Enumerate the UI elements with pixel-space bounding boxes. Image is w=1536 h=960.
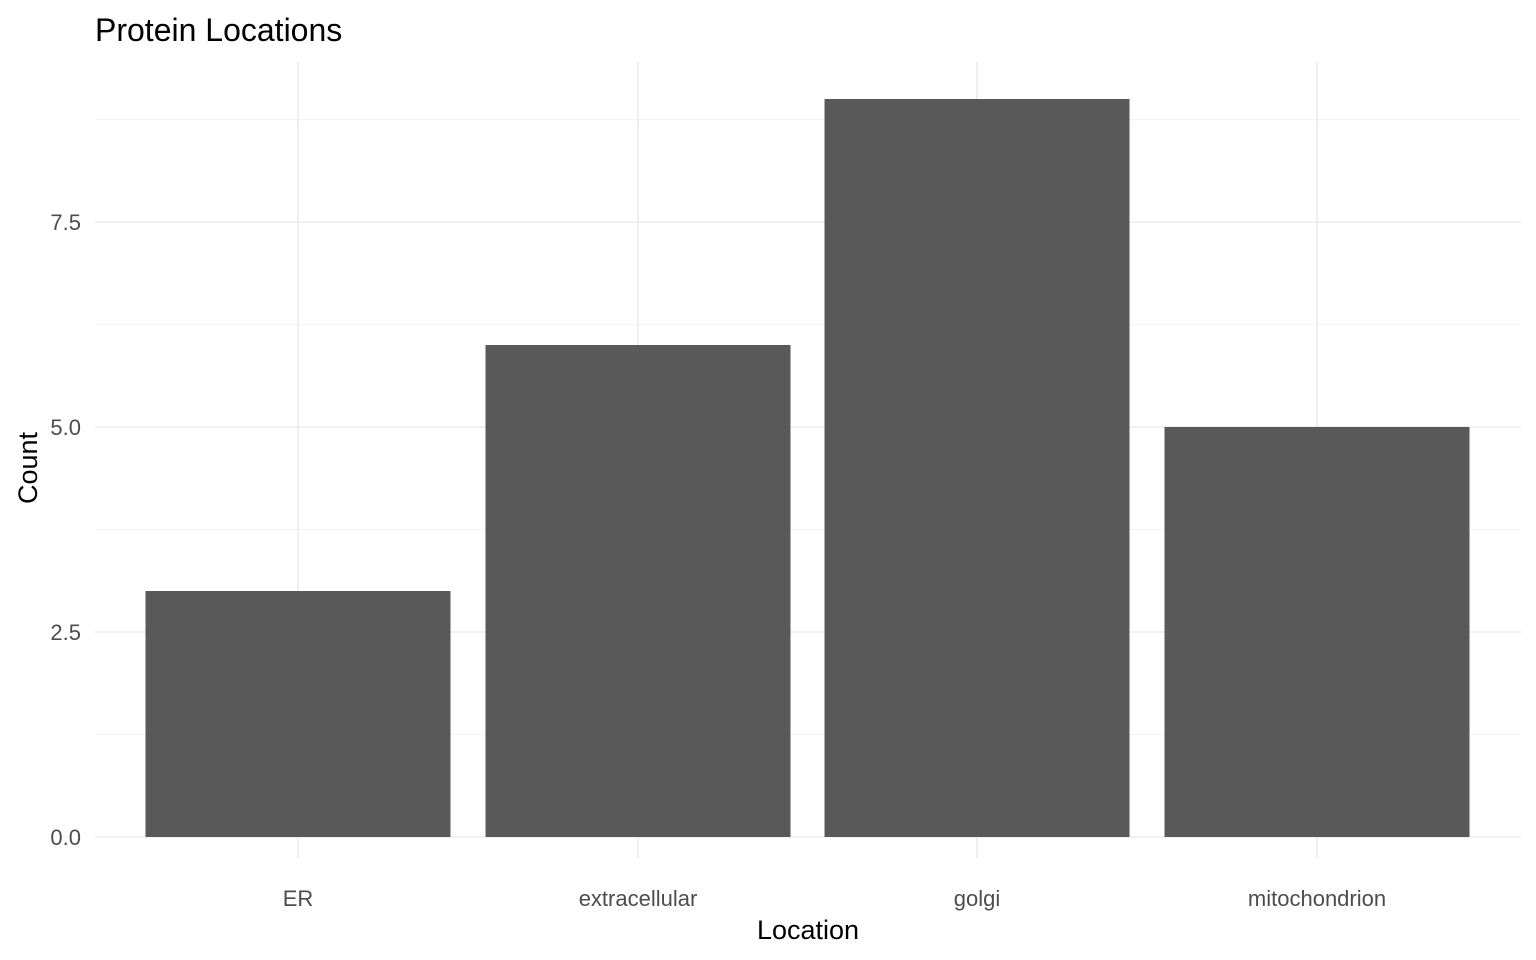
y-tick-label: 0.0 — [50, 825, 81, 850]
y-axis-tick-labels: 0.0 2.5 5.0 7.5 — [50, 210, 81, 850]
bar-extracellular — [485, 345, 791, 837]
bar-golgi — [824, 99, 1130, 837]
y-axis-title: Count — [13, 431, 43, 504]
y-tick-label: 7.5 — [50, 210, 81, 235]
y-tick-label: 5.0 — [50, 415, 81, 440]
plot-panel: 0.0 2.5 5.0 7.5 ER extracellular golgi mitocho… — [50, 62, 1521, 911]
x-axis-title: Location — [757, 915, 859, 945]
bars — [145, 99, 1470, 837]
bar-mitochondrion — [1164, 427, 1470, 837]
bar-er — [145, 591, 451, 837]
x-axis-tick-labels: ER extracellular golgi mitochondrion — [283, 886, 1386, 911]
x-tick-label: golgi — [954, 886, 1000, 911]
x-tick-label: ER — [283, 886, 314, 911]
x-tick-label: mitochondrion — [1248, 886, 1386, 911]
x-tick-label: extracellular — [579, 886, 698, 911]
chart-title: Protein Locations — [95, 12, 342, 48]
y-tick-label: 2.5 — [50, 620, 81, 645]
